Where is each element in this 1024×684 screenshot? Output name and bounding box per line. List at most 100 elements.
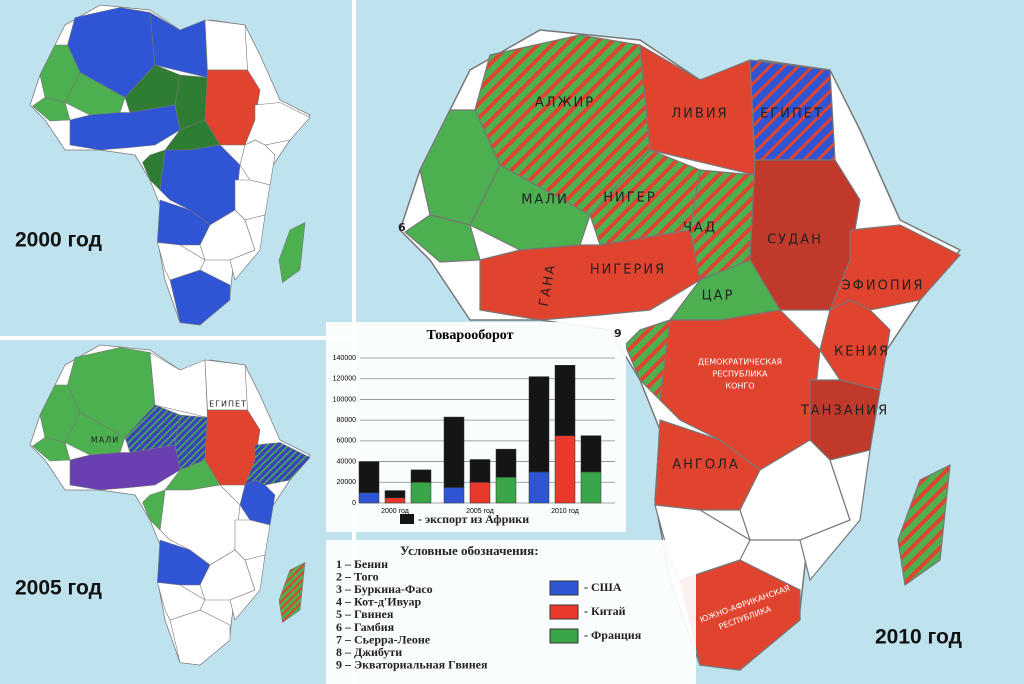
country-region bbox=[278, 561, 306, 624]
legend-swatch bbox=[549, 628, 579, 644]
bar-segment bbox=[410, 482, 432, 504]
country-region bbox=[234, 519, 271, 561]
bar-segment bbox=[443, 416, 465, 488]
legend-panel bbox=[326, 540, 696, 684]
legend-swatch bbox=[549, 604, 579, 620]
country-region bbox=[229, 214, 266, 281]
legend-item: 7 – Сьерра-Леоне bbox=[336, 632, 431, 646]
y-tick-label: 80000 bbox=[337, 417, 357, 424]
legend-item: 8 – Джибути bbox=[336, 645, 402, 659]
country-label: ЭФИОПИЯ bbox=[842, 279, 925, 294]
map-2010 bbox=[399, 29, 962, 671]
chart: Товарооборот 0 20000 40000 60000 80000 100000 1… bbox=[326, 322, 626, 532]
country-region bbox=[157, 582, 206, 621]
bar-segment bbox=[358, 492, 380, 504]
bar-segment bbox=[469, 459, 491, 483]
country-label: ТАНЗАНИЯ bbox=[800, 404, 889, 419]
bar-segment bbox=[384, 490, 406, 499]
bar-segment bbox=[580, 435, 602, 473]
country-label: НИГЕР bbox=[603, 191, 656, 206]
divider bbox=[0, 336, 352, 340]
country-label: МАЛИ bbox=[521, 193, 569, 208]
country-label: ЕГИПЕТ bbox=[760, 107, 824, 122]
x-tick-label: 2000 год bbox=[381, 508, 409, 515]
legend-title: Условные обозначения: bbox=[400, 543, 539, 558]
legend-item: 4 – Кот-д'Ивуар bbox=[336, 595, 421, 609]
country-region bbox=[819, 299, 891, 391]
bar-segment bbox=[554, 435, 576, 504]
country-region bbox=[142, 149, 166, 191]
country-region bbox=[32, 97, 71, 122]
country-label: ЕГИПЕТ bbox=[209, 400, 247, 409]
y-tick-label: 20000 bbox=[337, 479, 357, 486]
y-tick-label: 140000 bbox=[333, 355, 356, 362]
legend-item: 1 – Бенин bbox=[336, 557, 388, 571]
map-2005 bbox=[29, 344, 311, 666]
legend-swatch bbox=[549, 580, 579, 596]
country-region bbox=[142, 489, 166, 531]
country-label: НИГЕРИЯ bbox=[590, 263, 666, 278]
x-tick-label: 2010 год bbox=[551, 508, 579, 515]
chart-title: Товарооборот bbox=[426, 328, 513, 343]
y-tick-label: 100000 bbox=[333, 396, 356, 403]
legend-item: 2 – Того bbox=[336, 569, 379, 583]
bar-segment bbox=[384, 497, 406, 504]
country-region bbox=[404, 214, 481, 263]
y-tick-label: 0 bbox=[352, 500, 356, 507]
country-region bbox=[234, 179, 271, 221]
country-label: ЦАР bbox=[702, 289, 735, 304]
country-region bbox=[278, 221, 306, 284]
map-2000 bbox=[29, 4, 311, 326]
country-region bbox=[229, 554, 266, 621]
bar-segment bbox=[495, 476, 517, 504]
bar-segment bbox=[410, 469, 432, 483]
bar-segment bbox=[528, 471, 550, 504]
bar-segment bbox=[358, 461, 380, 493]
y-tick-label: 40000 bbox=[337, 458, 357, 465]
country-region bbox=[897, 463, 951, 587]
map-marker: 9 bbox=[614, 327, 624, 340]
country-region bbox=[157, 242, 206, 281]
country-label: ЧАД bbox=[683, 221, 717, 236]
legend-label: - США bbox=[584, 580, 622, 594]
bar-segment bbox=[528, 376, 550, 473]
country-region bbox=[239, 479, 276, 526]
legend-item: 5 – Гвинея bbox=[336, 607, 394, 621]
legend-label: - экспорт из Африки bbox=[418, 512, 529, 526]
country-region bbox=[204, 19, 248, 71]
country-label: ГАНА bbox=[537, 262, 559, 307]
bar-segment bbox=[469, 482, 491, 504]
country-label: КОНГО bbox=[725, 382, 754, 391]
legend-item: 6 – Гамбия bbox=[336, 620, 395, 634]
bar-segment bbox=[443, 487, 465, 504]
x-tick-label: 2005 год bbox=[466, 508, 494, 515]
year-label: 2000 год bbox=[15, 229, 102, 252]
bar-segment bbox=[554, 365, 576, 436]
legend-label: - Франция bbox=[584, 628, 642, 642]
year-label: 2010 год bbox=[875, 626, 962, 649]
legend-label: - Китай bbox=[584, 604, 626, 618]
y-tick-label: 120000 bbox=[333, 376, 356, 383]
country-label: КЕНИЯ bbox=[834, 345, 890, 360]
country-region bbox=[32, 437, 71, 462]
year-label: 2005 год bbox=[15, 577, 102, 600]
bar-segment bbox=[495, 448, 517, 478]
country-label: ДЕМОКРАТИЧЕСКАЯ bbox=[698, 358, 782, 367]
country-region bbox=[799, 449, 871, 582]
y-tick-label: 60000 bbox=[337, 438, 357, 445]
country-label: АЛЖИР bbox=[535, 96, 595, 111]
country-label: СУДАН bbox=[767, 233, 823, 248]
country-label: МАЛИ bbox=[91, 436, 119, 445]
country-label: АНГОЛА bbox=[672, 458, 740, 473]
country-label: РЕСПУБЛИКА bbox=[713, 370, 769, 379]
bar-segment bbox=[580, 471, 602, 504]
country-region bbox=[239, 139, 276, 186]
legend-item: 3 – Буркина-Фасо bbox=[336, 582, 433, 596]
country-region bbox=[809, 379, 881, 461]
country-region bbox=[624, 319, 671, 402]
legend-swatch bbox=[400, 514, 414, 524]
country-label: ЛИВИЯ bbox=[671, 107, 728, 122]
map-marker: 6 bbox=[398, 221, 408, 234]
legend-item: 9 – Экваториальная Гвинея bbox=[336, 658, 488, 672]
